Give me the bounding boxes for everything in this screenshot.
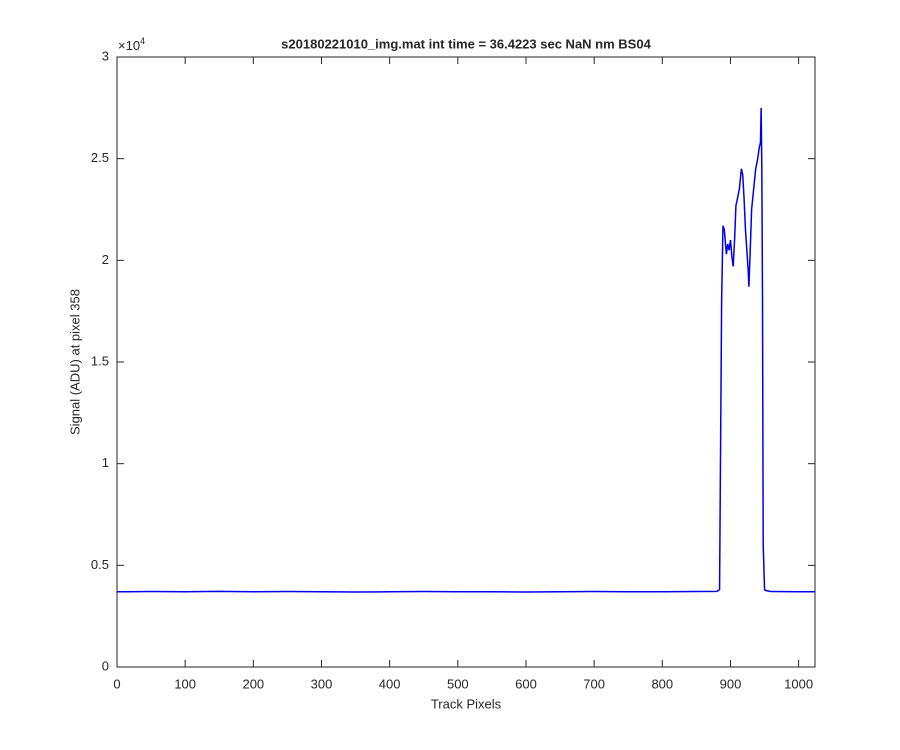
x-tick-label: 800 xyxy=(651,676,673,691)
y-tick-label: 1 xyxy=(102,455,109,470)
y-tick-label: 2 xyxy=(102,252,109,267)
y-tick-label: 0 xyxy=(102,658,109,673)
x-tick-label: 100 xyxy=(174,676,196,691)
x-tick-label: 1000 xyxy=(784,676,813,691)
x-tick-label: 0 xyxy=(113,676,120,691)
y-tick-label: 3 xyxy=(102,48,109,63)
x-tick-label: 500 xyxy=(447,676,469,691)
chart-title: s20180221010_img.mat int time = 36.4223 … xyxy=(281,36,651,51)
x-tick-label: 300 xyxy=(311,676,333,691)
y-tick-label: 2.5 xyxy=(91,150,109,165)
x-tick-label: 900 xyxy=(720,676,742,691)
y-tick-label: 1.5 xyxy=(91,353,109,368)
data-line xyxy=(116,107,815,593)
y-axis-label: Signal (ADU) at pixel 358 xyxy=(67,289,82,435)
y-multiplier: ×104 xyxy=(118,36,145,53)
plot-box xyxy=(116,56,816,668)
x-tick-label: 600 xyxy=(515,676,537,691)
y-multiplier-base: ×10 xyxy=(118,38,140,53)
y-tick-label: 0.5 xyxy=(91,557,109,572)
y-multiplier-exponent: 4 xyxy=(140,36,145,46)
x-tick-label: 200 xyxy=(242,676,264,691)
x-tick-label: 700 xyxy=(583,676,605,691)
x-tick-label: 400 xyxy=(379,676,401,691)
x-axis-label: Track Pixels xyxy=(431,696,502,711)
